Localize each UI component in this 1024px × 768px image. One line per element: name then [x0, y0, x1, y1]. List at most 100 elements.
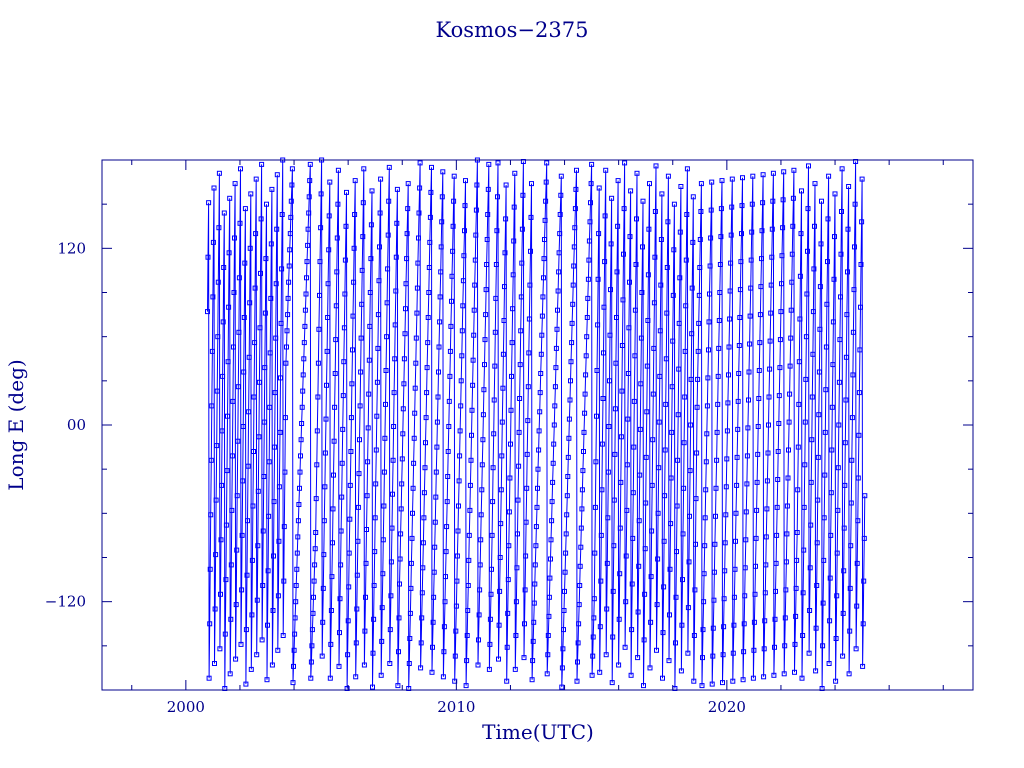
data-point [742, 565, 748, 571]
data-point [387, 627, 393, 633]
data-point [765, 450, 771, 456]
data-point [395, 683, 401, 689]
data-point [290, 680, 296, 686]
data-point [645, 318, 651, 323]
data-point [410, 485, 416, 491]
data-point [379, 638, 385, 644]
data-point [334, 235, 340, 241]
data-point [285, 295, 291, 301]
data-point [719, 178, 725, 184]
data-point [388, 593, 394, 599]
data-point [422, 465, 428, 471]
data-point [783, 587, 789, 593]
data-point [548, 556, 553, 562]
data-point [726, 372, 731, 378]
data-point [538, 371, 544, 376]
data-point [649, 482, 655, 488]
data-point [425, 340, 431, 346]
data-point [857, 347, 863, 353]
data-point [275, 647, 281, 653]
data-point [708, 207, 714, 213]
data-point [506, 509, 512, 515]
data-point [327, 675, 333, 681]
data-point [669, 429, 675, 435]
data-point [472, 257, 478, 263]
data-point [289, 182, 295, 188]
data-point [807, 608, 813, 613]
data-point [456, 503, 461, 509]
data-point [784, 531, 790, 537]
data-point [320, 619, 326, 625]
data-point [483, 287, 489, 293]
data-point [693, 541, 698, 547]
data-point [236, 329, 242, 335]
data-point [695, 376, 701, 382]
data-point [445, 474, 451, 479]
data-point [629, 627, 635, 633]
data-point [651, 345, 657, 351]
data-point [690, 194, 696, 200]
data-point [636, 563, 642, 569]
data-point [268, 295, 274, 301]
data-point [678, 184, 684, 189]
data-point [241, 369, 247, 375]
data-point [443, 549, 449, 555]
data-point [592, 504, 598, 510]
data-point [619, 388, 625, 394]
data-point [738, 259, 744, 265]
data-point [221, 210, 227, 216]
data-point [837, 337, 843, 343]
data-point [605, 515, 611, 521]
data-point [260, 583, 266, 588]
data-point [624, 507, 630, 513]
data-point [330, 540, 335, 546]
data-point [465, 583, 471, 588]
data-point [558, 192, 564, 198]
data-point [248, 666, 254, 672]
data-point [793, 613, 799, 619]
data-point [747, 341, 753, 347]
data-point [571, 263, 577, 269]
data-point [249, 612, 255, 618]
data-point [513, 599, 519, 605]
data-point [761, 646, 767, 652]
data-point [525, 384, 531, 390]
data-point [215, 334, 221, 340]
data-point [406, 661, 412, 666]
data-point [351, 279, 357, 285]
data-point [827, 575, 833, 581]
data-point [309, 627, 315, 633]
data-point [682, 348, 688, 354]
data-point [489, 532, 495, 538]
data-point [277, 429, 283, 435]
data-point [404, 231, 410, 237]
data-point [231, 290, 237, 295]
data-point [702, 515, 708, 521]
data-point [656, 419, 662, 425]
data-point [220, 373, 226, 379]
data-point [779, 281, 784, 287]
data-point [652, 254, 658, 260]
data-point [852, 244, 857, 250]
data-point [737, 315, 743, 320]
data-point [710, 625, 716, 631]
data-point [728, 260, 734, 266]
data-point [309, 643, 315, 649]
data-point [282, 469, 288, 475]
data-point [832, 191, 838, 197]
data-point [291, 663, 296, 669]
data-point [714, 457, 720, 463]
data-point [569, 320, 575, 326]
data-point [861, 578, 867, 584]
data-point [467, 482, 473, 488]
data-point [440, 674, 446, 680]
data-point [459, 328, 465, 334]
data-point [566, 416, 572, 422]
data-point [424, 390, 430, 396]
data-point [744, 481, 750, 487]
data-point [387, 661, 393, 666]
data-point [760, 172, 766, 178]
data-point [394, 186, 400, 192]
data-point [389, 525, 395, 531]
data-point [305, 242, 311, 248]
